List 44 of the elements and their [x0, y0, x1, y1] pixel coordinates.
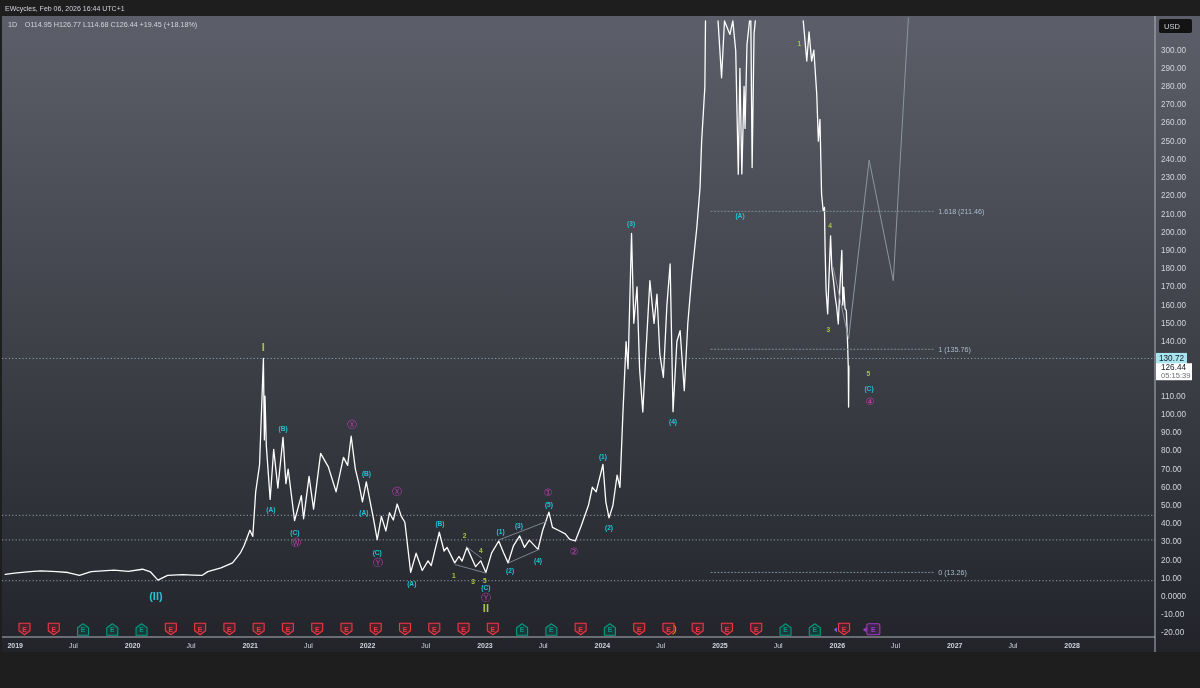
y-tick-label: 270.00	[1161, 100, 1187, 110]
y-tick-label: 0.0000	[1161, 592, 1187, 602]
annotation: ①	[543, 487, 553, 499]
annotation: Ⓧ	[392, 485, 403, 497]
y-tick-label: 100.00	[1161, 409, 1187, 419]
text: 126.44	[1161, 363, 1187, 373]
y-tick-label: 160.00	[1161, 300, 1187, 310]
y-tick-label: 10.00	[1161, 573, 1182, 583]
y-tick-label: 210.00	[1161, 209, 1187, 219]
y-tick-label: 150.00	[1161, 318, 1187, 328]
y-tick-label: 110.00	[1161, 391, 1186, 401]
y-tick-label: 80.00	[1161, 446, 1182, 456]
y-tick-label: 30.00	[1161, 537, 1182, 547]
y-tick-label: 170.00	[1161, 282, 1187, 292]
y-tick-label: 190.00	[1161, 245, 1187, 255]
annotation: Ⓦ	[290, 537, 301, 549]
y-tick-label: 50.00	[1161, 500, 1182, 510]
y-tick-label: 260.00	[1161, 118, 1187, 128]
y-tick-label: 70.00	[1161, 464, 1182, 474]
y-tick-label: 140.00	[1161, 337, 1187, 347]
y-tick-label: 90.00	[1161, 428, 1182, 438]
y-tick-label: 240.00	[1161, 154, 1187, 164]
annotation: Ⓨ	[373, 557, 384, 569]
y-tick-label: 280.00	[1161, 82, 1187, 91]
y-tick-label: 250.00	[1161, 136, 1187, 146]
annotation: II	[482, 602, 489, 615]
y-tick-label: 60.00	[1161, 482, 1182, 492]
y-tick-label: 290.00	[1161, 63, 1187, 73]
annotation: ④	[865, 395, 875, 407]
y-tick-label: 20.00	[1161, 555, 1182, 565]
annotation: Ⓧ	[346, 418, 357, 430]
annotation: (II)	[149, 590, 163, 603]
y-tick-label: 200.00	[1161, 227, 1187, 237]
annotation: ②	[569, 545, 579, 557]
annotation: Ⓨ	[480, 591, 491, 603]
y-tick-label: 40.00	[1161, 519, 1182, 529]
y-tick-label: -20.00	[1161, 628, 1185, 638]
y-tick-label: 300.00	[1161, 45, 1187, 55]
y-tick-label: 220.00	[1161, 191, 1187, 201]
y-tick-label: 180.00	[1161, 264, 1187, 274]
y-tick-label: 230.00	[1161, 173, 1187, 183]
line-series	[832, 17, 909, 340]
annotation: I	[261, 340, 265, 353]
y-tick-label: -10.00	[1161, 610, 1185, 620]
